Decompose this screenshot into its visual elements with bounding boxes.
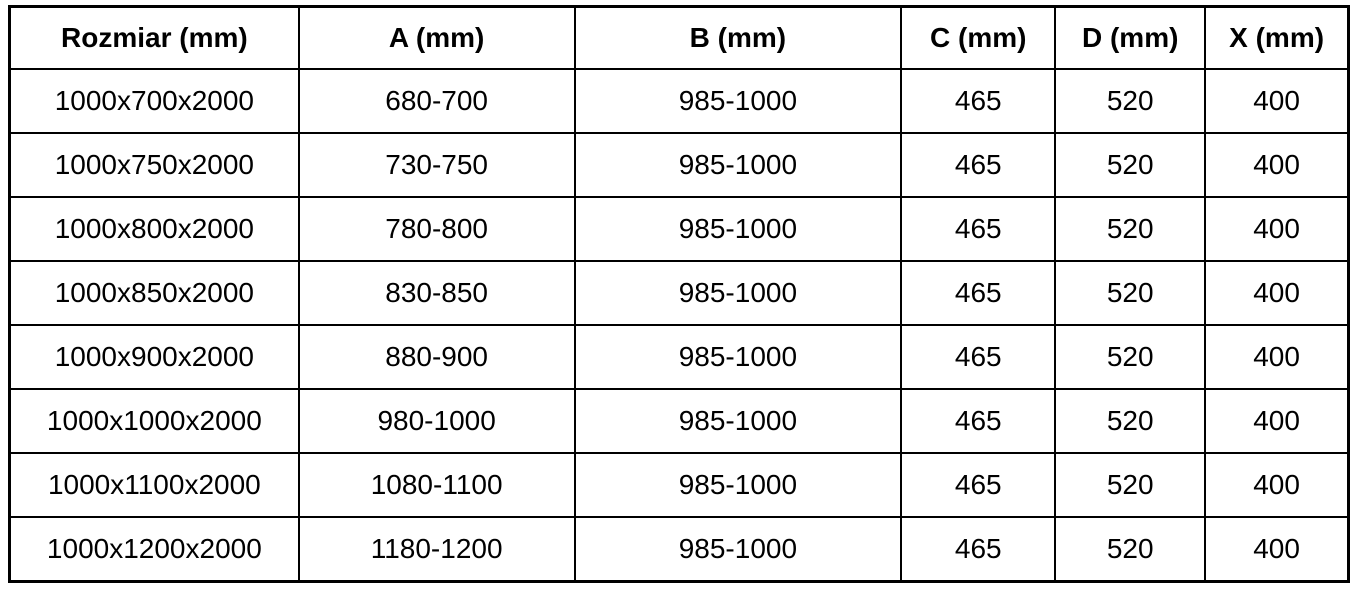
table-cell: 830-850 — [297, 260, 576, 326]
table-cell: 520 — [1054, 452, 1207, 518]
table-cell: 1000x850x2000 — [8, 260, 300, 326]
table-cell: 985-1000 — [573, 516, 903, 583]
table-cell: 985-1000 — [573, 452, 903, 518]
column-header-a: A (mm) — [297, 5, 576, 70]
table-cell: 520 — [1054, 68, 1207, 134]
table-cell: 1000x700x2000 — [8, 68, 300, 134]
header-row: Rozmiar (mm) A (mm) B (mm) C (mm) D (mm)… — [8, 5, 1350, 70]
table-cell: 400 — [1204, 132, 1350, 198]
table-cell: 1180-1200 — [297, 516, 576, 583]
table-cell: 985-1000 — [573, 324, 903, 390]
dimensions-table: Rozmiar (mm) A (mm) B (mm) C (mm) D (mm)… — [8, 5, 1350, 583]
table-cell: 520 — [1054, 324, 1207, 390]
table-cell: 520 — [1054, 196, 1207, 262]
table-cell: 520 — [1054, 260, 1207, 326]
table-row: 1000x750x2000 730-750 985-1000 465 520 400 — [8, 132, 1350, 198]
table-cell: 520 — [1054, 516, 1207, 583]
column-header-x: X (mm) — [1204, 5, 1350, 70]
table-cell: 465 — [900, 388, 1057, 454]
table-row: 1000x850x2000 830-850 985-1000 465 520 400 — [8, 260, 1350, 326]
table-cell: 1000x900x2000 — [8, 324, 300, 390]
column-header-d: D (mm) — [1054, 5, 1207, 70]
table-row: 1000x1000x2000 980-1000 985-1000 465 520 400 — [8, 388, 1350, 454]
table-cell: 985-1000 — [573, 132, 903, 198]
table-body: 1000x700x2000 680-700 985-1000 465 520 400 100… — [8, 68, 1350, 583]
column-header-b: B (mm) — [573, 5, 903, 70]
table-row: 1000x1200x2000 1180-1200 985-1000 465 520 400 — [8, 516, 1350, 583]
table-cell: 400 — [1204, 388, 1350, 454]
table-cell: 1000x750x2000 — [8, 132, 300, 198]
table-cell: 400 — [1204, 260, 1350, 326]
table-cell: 465 — [900, 196, 1057, 262]
table-cell: 985-1000 — [573, 388, 903, 454]
table-cell: 730-750 — [297, 132, 576, 198]
table-cell: 985-1000 — [573, 260, 903, 326]
table-row: 1000x900x2000 880-900 985-1000 465 520 400 — [8, 324, 1350, 390]
table-cell: 400 — [1204, 196, 1350, 262]
table-row: 1000x800x2000 780-800 985-1000 465 520 400 — [8, 196, 1350, 262]
table-cell: 400 — [1204, 324, 1350, 390]
table-cell: 680-700 — [297, 68, 576, 134]
table-cell: 520 — [1054, 388, 1207, 454]
table-cell: 880-900 — [297, 324, 576, 390]
table-cell: 780-800 — [297, 196, 576, 262]
table-cell: 980-1000 — [297, 388, 576, 454]
table-cell: 465 — [900, 324, 1057, 390]
column-header-rozmiar: Rozmiar (mm) — [8, 5, 300, 70]
table-cell: 985-1000 — [573, 196, 903, 262]
table-cell: 1000x1000x2000 — [8, 388, 300, 454]
table-cell: 520 — [1054, 132, 1207, 198]
table-row: 1000x700x2000 680-700 985-1000 465 520 400 — [8, 68, 1350, 134]
table-row: 1000x1100x2000 1080-1100 985-1000 465 520 400 — [8, 452, 1350, 518]
table-cell: 1000x800x2000 — [8, 196, 300, 262]
table-cell: 400 — [1204, 68, 1350, 134]
table-cell: 465 — [900, 260, 1057, 326]
table-cell: 465 — [900, 452, 1057, 518]
table-cell: 1000x1100x2000 — [8, 452, 300, 518]
column-header-c: C (mm) — [900, 5, 1057, 70]
table-cell: 400 — [1204, 452, 1350, 518]
table-cell: 465 — [900, 516, 1057, 583]
table-cell: 1000x1200x2000 — [8, 516, 300, 583]
table-cell: 1080-1100 — [297, 452, 576, 518]
table-cell: 465 — [900, 68, 1057, 134]
table-cell: 985-1000 — [573, 68, 903, 134]
table-cell: 465 — [900, 132, 1057, 198]
table-cell: 400 — [1204, 516, 1350, 583]
